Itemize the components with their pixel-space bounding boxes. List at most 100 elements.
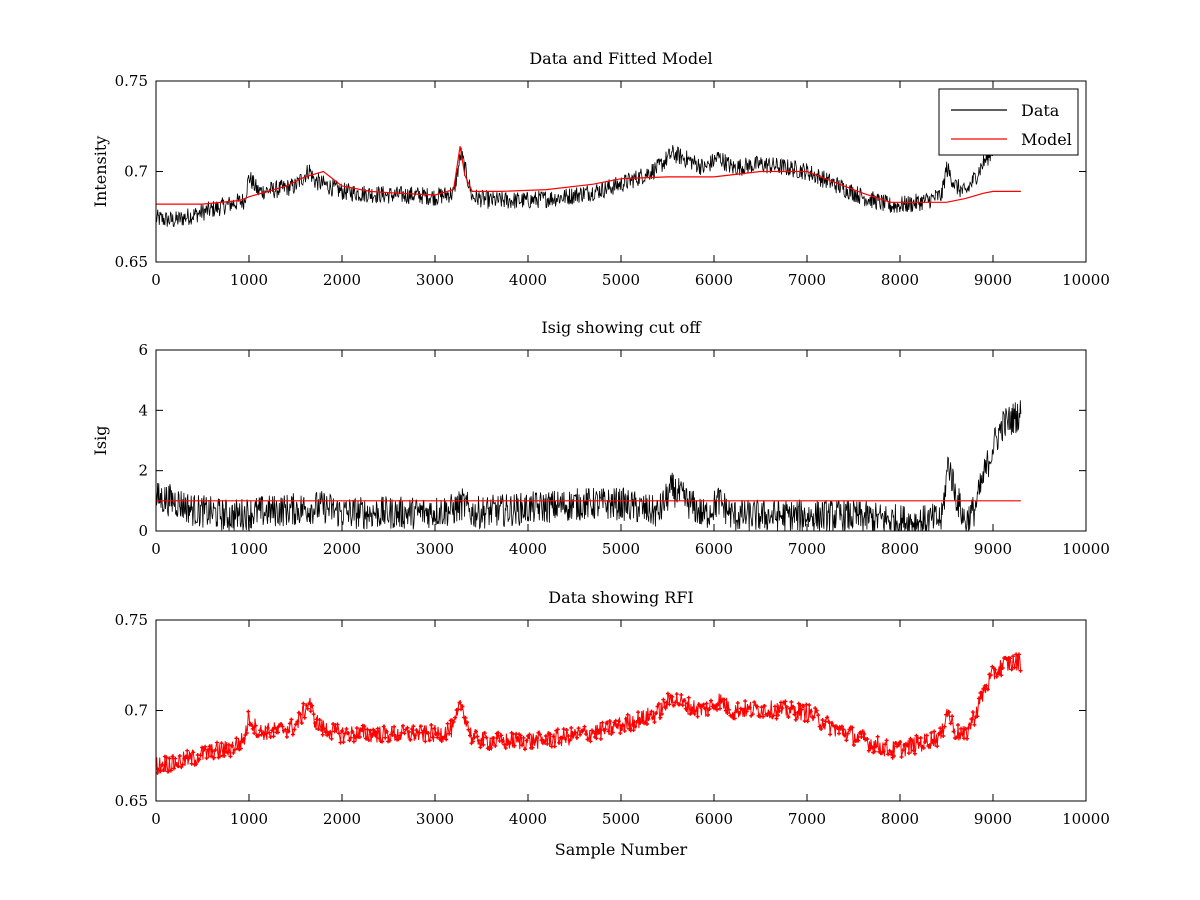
data-point-marker	[225, 750, 230, 755]
data-point-marker	[393, 733, 398, 738]
data-point-marker	[472, 735, 477, 740]
data-point-marker	[186, 756, 191, 761]
subplot-2: Isig showing cut off 0 1000 2000 3000 4000 500…	[91, 318, 1110, 558]
x-tick-label: 10000	[1062, 271, 1110, 289]
data-point-marker	[305, 706, 310, 711]
data-point-marker	[951, 729, 956, 734]
data-point-marker	[307, 701, 312, 706]
data-point-marker	[197, 757, 202, 762]
data-point-marker	[435, 735, 440, 740]
data-point-marker	[835, 726, 840, 730]
data-point-marker	[694, 708, 699, 713]
x-tick-label: 6000	[695, 540, 733, 558]
axes-frame	[155, 619, 1087, 802]
data-point-marker	[381, 724, 386, 729]
data-point-marker	[420, 730, 425, 735]
data-point-marker	[799, 707, 804, 712]
data-point-marker	[543, 734, 548, 738]
data-point-marker	[588, 739, 593, 744]
data-point-marker	[1018, 668, 1023, 673]
data-point-marker	[899, 754, 904, 759]
data-point-marker	[773, 704, 777, 709]
x-tick-label: 5000	[602, 540, 640, 558]
data-point-marker	[171, 766, 176, 771]
data-point-marker	[228, 754, 233, 759]
data-point-marker	[279, 722, 283, 727]
y-tick-label: 4	[138, 401, 148, 419]
x-tick-label: 1000	[230, 540, 268, 558]
data-point-marker	[889, 752, 894, 757]
data-point-marker	[661, 697, 666, 702]
data-point-marker	[859, 735, 864, 739]
data-point-marker	[649, 709, 654, 714]
data-point-marker	[938, 726, 943, 731]
data-point-marker	[350, 729, 355, 734]
data-point-marker	[817, 724, 822, 729]
data-point-marker	[167, 756, 172, 761]
data-point-marker	[503, 746, 508, 751]
data-point-marker	[161, 768, 166, 773]
data-point-marker	[319, 727, 324, 732]
data-point-marker	[656, 701, 661, 706]
x-tick-label: 8000	[881, 271, 919, 289]
data-point-marker	[677, 702, 682, 707]
data-point-marker	[893, 741, 898, 745]
data-point-marker	[299, 721, 304, 725]
data-point-marker	[917, 742, 922, 746]
data-point-marker	[984, 683, 989, 688]
data-point-marker	[969, 717, 974, 722]
data-point-marker	[215, 740, 219, 745]
data-point-marker	[573, 730, 578, 735]
data-point-marker	[918, 736, 923, 740]
data-point-marker	[411, 724, 416, 729]
data-point-marker	[427, 738, 432, 743]
data-point-marker	[564, 728, 569, 732]
data-point-marker	[412, 733, 417, 738]
data-point-marker	[231, 750, 236, 755]
data-point-marker	[771, 713, 776, 718]
data-point-marker	[743, 699, 748, 704]
data-point-marker	[615, 723, 620, 728]
data-point-marker	[856, 738, 861, 743]
data-point-marker	[204, 756, 209, 761]
data-point-marker	[234, 736, 239, 741]
x-tick-label: 7000	[788, 540, 826, 558]
data-point-marker	[713, 705, 718, 710]
data-point-marker	[655, 704, 660, 709]
data-point-marker	[213, 747, 218, 752]
data-point-marker	[616, 719, 621, 724]
data-point-marker	[545, 741, 550, 746]
data-point-marker	[923, 739, 928, 744]
data-point-marker	[892, 753, 896, 758]
data-point-marker	[905, 743, 910, 748]
data-point-marker	[762, 704, 767, 708]
data-point-marker	[569, 725, 574, 730]
data-point-marker	[795, 710, 800, 715]
data-point-marker	[363, 736, 368, 741]
data-point-marker	[820, 718, 825, 722]
data-point-marker	[280, 724, 285, 729]
legend-label-data: Data	[1021, 101, 1060, 120]
data-point-marker	[177, 754, 182, 758]
data-point-marker	[793, 717, 798, 722]
data-point-marker	[421, 728, 426, 733]
data-point-marker	[648, 712, 652, 717]
data-point-marker	[268, 735, 273, 740]
data-point-marker	[789, 700, 794, 704]
data-point-marker	[374, 730, 379, 735]
data-point-marker	[466, 727, 471, 732]
data-point-marker	[284, 734, 289, 739]
data-point-marker	[607, 719, 612, 723]
data-point-marker	[390, 732, 395, 737]
data-point-marker	[737, 711, 742, 715]
data-point-marker	[719, 699, 724, 704]
data-point-marker	[941, 734, 946, 738]
data-point-marker	[289, 717, 294, 722]
x-tick-label: 7000	[788, 810, 826, 828]
data-point-marker	[850, 725, 855, 730]
data-point-marker	[631, 728, 636, 733]
data-point-marker	[735, 701, 740, 705]
data-point-marker	[524, 738, 529, 743]
data-point-marker	[304, 703, 309, 708]
data-point-marker	[408, 737, 413, 742]
